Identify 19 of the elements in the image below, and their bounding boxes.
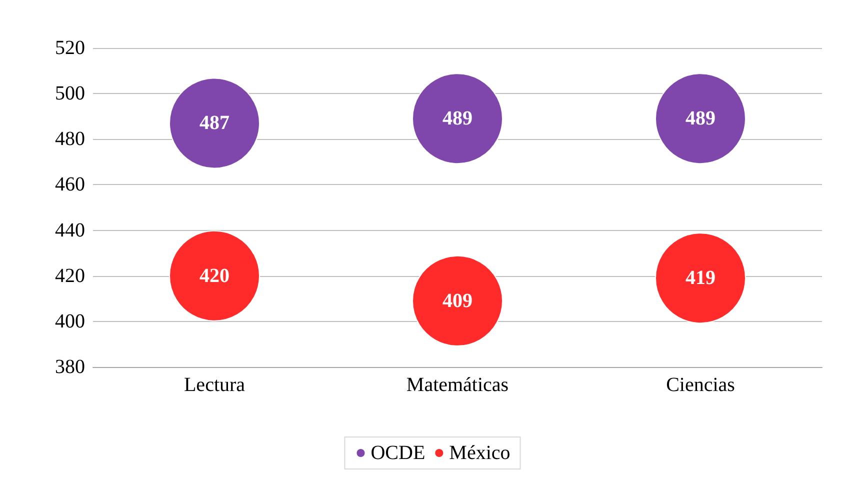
- y-tick-label: 380: [55, 356, 85, 378]
- data-label: 419: [686, 267, 716, 290]
- data-label: 489: [442, 108, 472, 130]
- y-tick-label: 440: [55, 219, 85, 242]
- y-tick-label: 420: [55, 264, 85, 287]
- legend-label: México: [449, 442, 510, 464]
- y-tick-label: 480: [55, 128, 85, 150]
- y-tick-label: 520: [55, 37, 85, 59]
- x-tick-label: Matemáticas: [406, 374, 509, 396]
- data-label: 409: [442, 290, 472, 312]
- y-tick-label: 500: [55, 82, 85, 105]
- x-tick-label: Lectura: [184, 374, 246, 396]
- y-tick-label: 400: [55, 310, 85, 332]
- legend-label: OCDE: [370, 442, 426, 464]
- data-label: 489: [686, 108, 716, 130]
- y-tick-label: 460: [55, 174, 85, 196]
- data-label: 487: [200, 112, 230, 134]
- data-label: 420: [200, 264, 230, 287]
- x-tick-label: Ciencias: [666, 374, 736, 396]
